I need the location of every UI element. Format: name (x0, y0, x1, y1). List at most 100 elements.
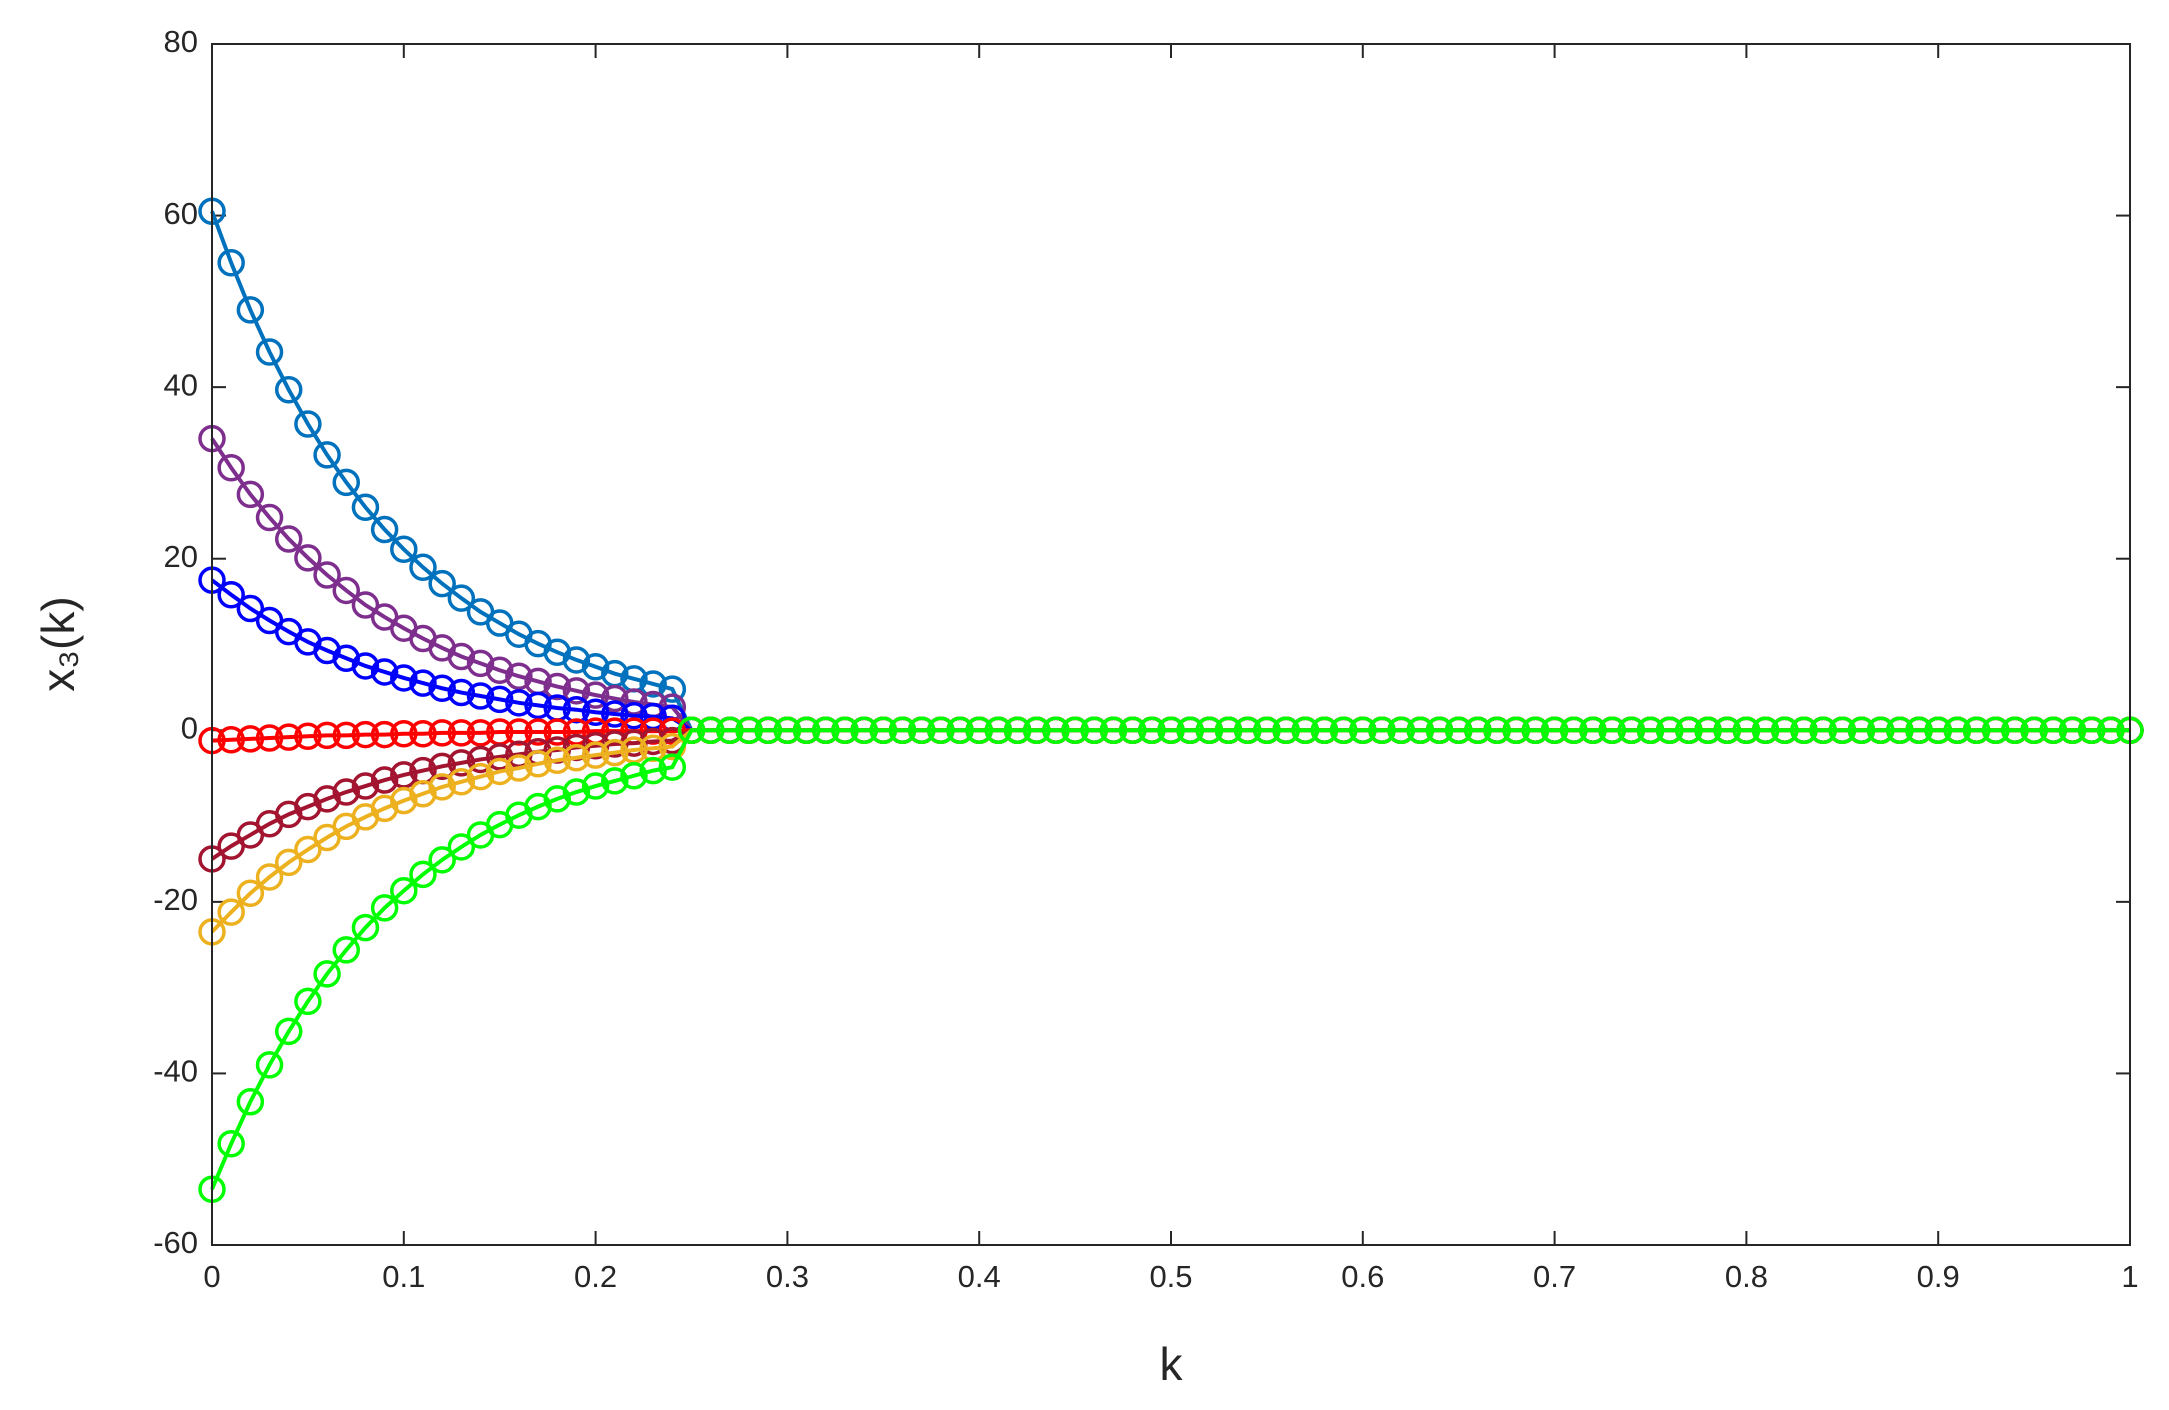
marker (428, 846, 456, 874)
marker (409, 719, 437, 748)
marker (677, 716, 706, 745)
marker (485, 757, 514, 786)
marker (447, 642, 476, 671)
marker (1253, 716, 1281, 745)
marker (639, 756, 667, 785)
marker (294, 722, 322, 751)
marker (1310, 716, 1339, 745)
marker (313, 561, 341, 589)
marker (1540, 716, 1569, 745)
x-tick-label: 0.7 (1533, 1259, 1576, 1294)
marker (294, 410, 322, 438)
marker (390, 719, 418, 748)
marker (965, 716, 993, 745)
marker (390, 876, 418, 905)
marker (984, 716, 1013, 745)
marker (812, 716, 840, 745)
marker (620, 762, 648, 790)
y-tick-label: -60 (153, 1225, 198, 1260)
marker (1866, 716, 1895, 745)
axes-box (211, 43, 2131, 1246)
x-tick-label: 0.9 (1917, 1259, 1960, 1294)
marker (1080, 716, 1109, 745)
marker (313, 441, 341, 469)
marker (927, 716, 955, 745)
marker (351, 493, 380, 521)
y-tick-label: 20 (164, 539, 198, 574)
marker (294, 835, 322, 864)
marker (505, 754, 533, 782)
marker (1349, 716, 1377, 745)
marker (466, 649, 495, 678)
marker (1329, 716, 1358, 745)
marker (274, 525, 303, 553)
marker (409, 669, 437, 697)
marker (524, 749, 552, 778)
marker (370, 515, 399, 544)
marker (370, 766, 399, 794)
marker (907, 716, 936, 745)
marker (562, 743, 591, 772)
marker (1118, 716, 1147, 745)
marker (1444, 716, 1473, 745)
marker (466, 719, 495, 747)
marker (1560, 716, 1588, 745)
marker (601, 767, 629, 795)
y-tick-label: 60 (164, 196, 198, 231)
marker (1406, 716, 1435, 745)
x-tick-label: 0.2 (574, 1259, 617, 1294)
marker (1176, 716, 1204, 745)
marker (581, 698, 610, 727)
marker (351, 652, 380, 680)
marker (581, 653, 610, 681)
marker (370, 720, 399, 749)
marker (313, 785, 341, 813)
marker (428, 752, 456, 781)
marker (581, 681, 610, 709)
marker (294, 544, 322, 572)
marker (543, 785, 571, 813)
marker (1157, 716, 1185, 745)
marker (236, 725, 265, 753)
marker (390, 664, 418, 692)
marker (2077, 716, 2106, 745)
marker (831, 716, 859, 745)
x-tick-label: 0.8 (1725, 1259, 1768, 1294)
marker (255, 724, 284, 752)
marker (601, 700, 629, 728)
plot-area (212, 44, 2130, 1245)
marker (485, 685, 514, 714)
marker (255, 338, 284, 366)
marker (390, 535, 418, 564)
marker (639, 670, 667, 698)
marker (409, 553, 437, 582)
marker (428, 674, 456, 703)
marker (792, 716, 821, 745)
marker (255, 1051, 284, 1079)
marker (274, 1017, 303, 1046)
marker (2020, 716, 2048, 745)
marker (217, 725, 245, 754)
marker (1483, 716, 1511, 745)
x-tick-label: 0.5 (1149, 1259, 1192, 1294)
marker (1771, 716, 1799, 745)
marker (332, 721, 361, 750)
marker (1579, 716, 1607, 745)
marker (1233, 716, 1262, 745)
marker (428, 569, 456, 598)
marker (370, 894, 399, 922)
marker (1598, 716, 1626, 745)
marker (658, 675, 687, 703)
marker (1272, 716, 1300, 745)
marker (351, 720, 380, 749)
marker (428, 773, 456, 801)
marker (1195, 716, 1224, 745)
marker (313, 960, 341, 988)
marker (1694, 716, 1722, 745)
marker (581, 741, 610, 769)
marker (581, 731, 610, 760)
marker (236, 1087, 265, 1116)
marker (332, 778, 361, 806)
marker (236, 480, 265, 509)
